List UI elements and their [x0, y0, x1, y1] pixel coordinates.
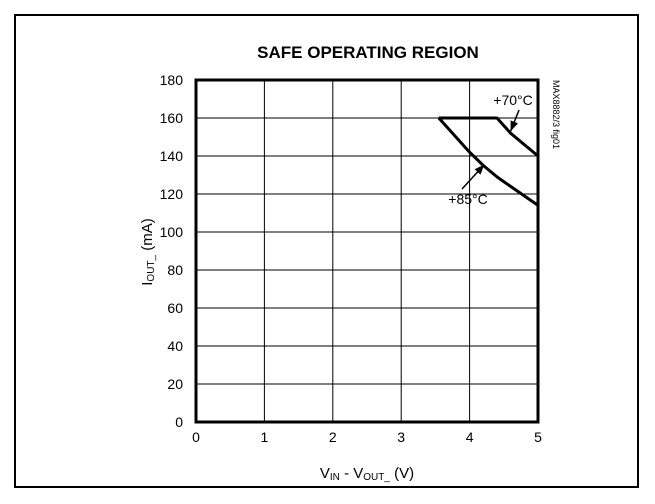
x-label-sub1: IN	[330, 472, 340, 483]
figure-id-label: MAX8882/3 fig01	[551, 80, 561, 149]
plot-border	[194, 78, 540, 424]
y-tick-label: 40	[167, 338, 183, 354]
y-tick-label: 80	[167, 262, 183, 278]
chart-title: SAFE OPERATING REGION	[257, 43, 479, 62]
y-tick-label: 160	[160, 110, 184, 126]
annotation-70c: +70°C	[493, 92, 532, 108]
y-tick-label: 0	[175, 414, 183, 430]
annotation-arrows	[461, 109, 520, 190]
arrow-85c-head	[474, 164, 485, 175]
figure-frame	[14, 14, 639, 488]
series-group	[437, 116, 539, 207]
x-tick-labels: 0 1 2 3 4 5	[192, 429, 542, 445]
arrow-70c-head	[510, 120, 519, 132]
grid	[195, 79, 539, 423]
y-tick-label: 180	[160, 72, 184, 88]
y-axis-label: IOUT_ (mA)	[139, 218, 157, 286]
x-tick-label: 2	[329, 429, 337, 445]
annotation-85c: +85°C	[448, 191, 487, 207]
x-tick-label: 5	[534, 429, 542, 445]
y-tick-label: 100	[160, 224, 184, 240]
x-label-v1: V	[320, 465, 330, 482]
x-tick-label: 3	[397, 429, 405, 445]
x-label-sub2: OUT_	[363, 472, 390, 483]
y-tick-label: 140	[160, 148, 184, 164]
x-tick-label: 4	[466, 429, 474, 445]
x-tick-label: 1	[261, 429, 269, 445]
y-tick-label: 20	[167, 376, 183, 392]
y-label-sub1: OUT_	[146, 254, 157, 281]
series-line-85c	[437, 116, 539, 207]
x-label-mid: - V	[340, 465, 363, 482]
x-axis-label: VIN - VOUT_ (V)	[320, 465, 414, 483]
x-tick-label: 0	[192, 429, 200, 445]
y-tick-label: 60	[167, 300, 183, 316]
x-label-end: (V)	[390, 465, 414, 482]
y-label-end: (mA)	[139, 218, 156, 255]
y-label-v1: I	[139, 282, 156, 286]
y-tick-labels: 0 20 40 60 80 100 120 140 160 180	[160, 72, 184, 430]
y-tick-label: 120	[160, 186, 184, 202]
series-line-70c	[438, 116, 539, 158]
